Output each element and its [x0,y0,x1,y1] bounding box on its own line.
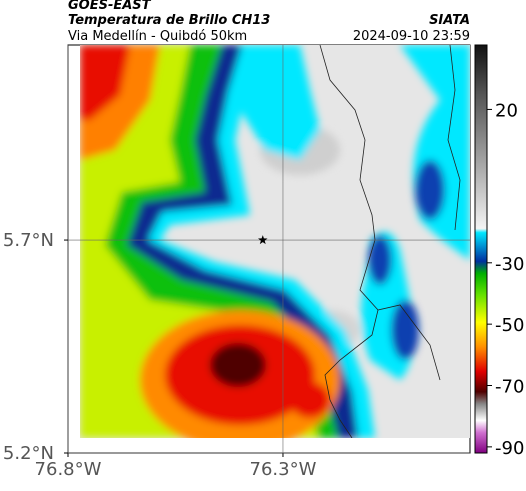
location-marker [258,235,268,245]
colorbar-tick-label: -30 [495,254,524,275]
datetime: 2024-09-10 23:59 [353,29,470,44]
satellite: GOES-EAST [68,0,152,13]
colorbar-tick-label: -70 [495,377,524,398]
source: SIATA [429,13,470,28]
y-tick-label: 5.2°N [3,443,54,464]
y-tick-label: 5.7°N [3,230,54,251]
colorbar-tick-label: 20 [495,100,518,121]
x-tick-label: 76.8°W [35,459,102,480]
x-tick-label: 76.3°W [250,459,317,480]
region: Via Medellín - Quibdó 50km [68,29,247,44]
colorbar [474,44,488,454]
colorbar-tick-label: -50 [495,315,524,336]
product: Temperatura de Brillo CH13 [68,13,270,28]
satellite-image [80,45,470,438]
colorbar-tick-label: -90 [495,438,524,459]
